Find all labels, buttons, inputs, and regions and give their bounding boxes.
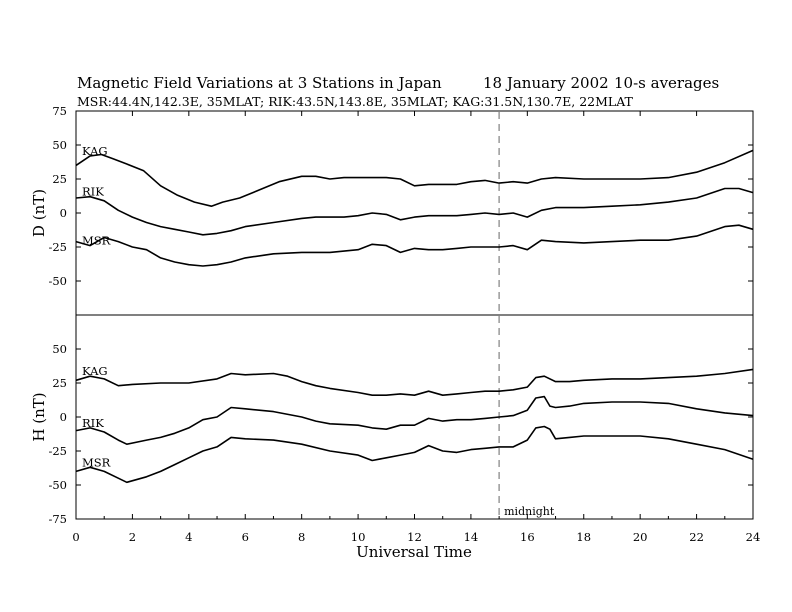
y-tick-label: 50 (52, 138, 67, 152)
y-tick-label: 0 (60, 206, 67, 220)
station-label-kag: KAG (82, 144, 108, 158)
d-panel-frame (75, 110, 754, 316)
x-tick-label: 16 (520, 530, 535, 544)
h-panel-frame (75, 314, 754, 520)
y-tick-label: -25 (48, 444, 67, 458)
x-tick-label: 24 (746, 530, 761, 544)
station-label-rik: RIK (82, 416, 104, 430)
y-tick-label: -50 (48, 478, 67, 492)
station-label-msr: MSR (82, 234, 111, 248)
x-tick-label: 22 (689, 530, 704, 544)
series-line-msr (75, 425, 754, 484)
series-line-kag (75, 149, 754, 207)
y-tick-label: 50 (52, 342, 67, 356)
midnight-label: midnight (504, 505, 555, 518)
x-tick-label: 12 (407, 530, 422, 544)
y-tick-label: 25 (52, 376, 67, 390)
h-axis-label: H (nT) (30, 392, 48, 441)
y-tick-label: 0 (60, 410, 67, 424)
series-line-rik (75, 395, 754, 445)
y-tick-label: -50 (48, 274, 67, 288)
series-line-msr (75, 224, 754, 267)
y-tick-label: -25 (48, 240, 67, 254)
x-tick-label: 4 (185, 530, 192, 544)
y-tick-label: -75 (48, 512, 67, 526)
x-tick-label: 10 (351, 530, 366, 544)
x-tick-label: 8 (298, 530, 305, 544)
series-line-kag (75, 368, 754, 396)
y-tick-label: 75 (52, 104, 67, 118)
chart-averaging: 10-s averages (614, 74, 719, 92)
x-tick-label: 18 (576, 530, 591, 544)
series-line-rik (75, 187, 754, 236)
d-axis-label: D (nT) (30, 189, 48, 237)
y-tick-label: 25 (52, 172, 67, 186)
x-tick-label: 0 (72, 530, 79, 544)
x-tick-label: 20 (633, 530, 648, 544)
x-tick-label: 2 (129, 530, 136, 544)
station-label-msr: MSR (82, 455, 111, 469)
chart-subtitle: MSR:44.4N,142.3E, 35MLAT; RIK:43.5N,143.… (77, 94, 634, 109)
x-tick-label: 14 (464, 530, 479, 544)
chart-title: Magnetic Field Variations at 3 Stations … (77, 74, 442, 92)
x-tick-label: 6 (242, 530, 249, 544)
station-label-kag: KAG (82, 364, 108, 378)
station-label-rik: RIK (82, 185, 104, 199)
x-axis-label: Universal Time (356, 543, 472, 561)
chart-date: 18 January 2002 (483, 74, 609, 92)
